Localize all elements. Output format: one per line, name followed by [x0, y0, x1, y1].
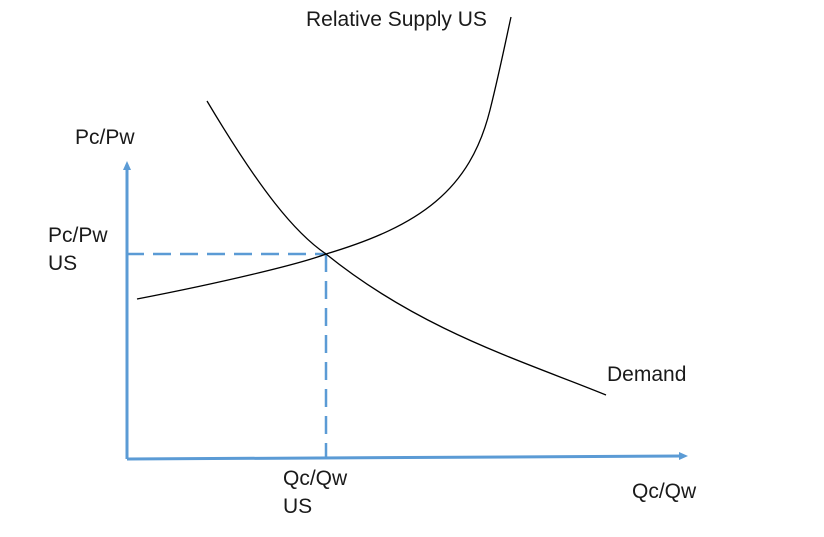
equilibrium-price-label: Pc/Pw US [48, 222, 108, 279]
equilibrium-price-label-line1: Pc/Pw [48, 224, 108, 247]
supply-curve-label: Relative Supply US [306, 8, 487, 31]
relative-supply-curve [136, 16, 512, 300]
equilibrium-quantity-label: Qc/Qw US [283, 465, 347, 522]
y-axis-label: Pc/Pw [75, 126, 135, 149]
equilibrium-quantity-label-line2: US [283, 495, 313, 519]
equilibrium-price-label-line2: US [48, 252, 78, 276]
demand-curve [206, 100, 607, 396]
equilibrium-quantity-label-line1: Qc/Qw [283, 467, 348, 490]
demand-curve-label: Demand [607, 363, 687, 386]
x-axis-label: Qc/Qw [632, 480, 697, 503]
x-axis [126, 452, 688, 461]
